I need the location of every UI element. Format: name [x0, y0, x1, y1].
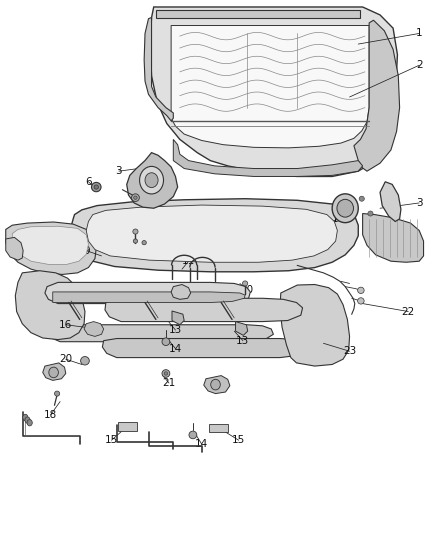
- Polygon shape: [156, 10, 360, 18]
- Text: 23: 23: [343, 346, 356, 356]
- Ellipse shape: [162, 370, 170, 377]
- Polygon shape: [173, 140, 363, 176]
- Text: 3: 3: [416, 198, 423, 208]
- Text: 11: 11: [182, 256, 195, 266]
- Ellipse shape: [133, 239, 138, 243]
- Text: 6: 6: [85, 177, 92, 187]
- Text: 15: 15: [105, 435, 118, 445]
- Text: 12: 12: [31, 246, 44, 256]
- Polygon shape: [43, 363, 66, 381]
- Ellipse shape: [92, 182, 101, 192]
- Ellipse shape: [27, 419, 32, 426]
- Polygon shape: [280, 285, 350, 366]
- Polygon shape: [144, 18, 173, 121]
- Ellipse shape: [94, 185, 99, 189]
- Text: 9: 9: [83, 246, 89, 256]
- Polygon shape: [53, 292, 245, 303]
- Polygon shape: [48, 325, 273, 342]
- Polygon shape: [84, 321, 104, 336]
- Ellipse shape: [131, 194, 139, 201]
- Text: 18: 18: [44, 410, 57, 420]
- Polygon shape: [204, 376, 230, 393]
- Ellipse shape: [142, 240, 146, 245]
- Ellipse shape: [133, 229, 138, 234]
- Polygon shape: [12, 226, 88, 264]
- Polygon shape: [150, 7, 397, 176]
- Text: 16: 16: [59, 320, 72, 330]
- Ellipse shape: [134, 196, 137, 199]
- Polygon shape: [102, 338, 306, 358]
- Text: 15: 15: [232, 435, 245, 445]
- Text: 10: 10: [121, 219, 134, 229]
- Polygon shape: [354, 20, 399, 171]
- Polygon shape: [171, 26, 369, 148]
- Ellipse shape: [211, 379, 220, 390]
- Ellipse shape: [357, 298, 364, 304]
- Ellipse shape: [81, 357, 89, 365]
- Polygon shape: [172, 311, 184, 325]
- Ellipse shape: [243, 281, 248, 286]
- Text: 4: 4: [127, 185, 133, 195]
- Ellipse shape: [368, 211, 373, 216]
- Polygon shape: [380, 182, 401, 222]
- Text: 1: 1: [416, 28, 423, 38]
- Text: 10: 10: [241, 285, 254, 295]
- Text: 22: 22: [402, 306, 415, 317]
- Ellipse shape: [145, 173, 158, 188]
- Ellipse shape: [54, 391, 60, 396]
- Ellipse shape: [357, 287, 364, 294]
- Text: 2: 2: [416, 60, 423, 70]
- Text: 13: 13: [169, 325, 182, 335]
- Ellipse shape: [162, 338, 170, 345]
- Text: 20: 20: [59, 354, 72, 364]
- Ellipse shape: [25, 417, 30, 423]
- Ellipse shape: [332, 194, 358, 223]
- Ellipse shape: [140, 166, 163, 194]
- Polygon shape: [71, 199, 358, 272]
- Ellipse shape: [189, 431, 197, 439]
- Text: 14: 14: [169, 344, 182, 353]
- Polygon shape: [15, 271, 85, 340]
- Polygon shape: [45, 282, 251, 304]
- Polygon shape: [236, 321, 248, 335]
- Polygon shape: [363, 214, 424, 262]
- Text: 7: 7: [133, 230, 140, 240]
- Text: 13: 13: [237, 336, 250, 345]
- Polygon shape: [171, 285, 191, 300]
- Polygon shape: [208, 424, 228, 432]
- Ellipse shape: [49, 367, 58, 378]
- Polygon shape: [6, 222, 96, 274]
- Text: 19: 19: [332, 214, 345, 224]
- Text: 3: 3: [116, 166, 122, 176]
- Polygon shape: [6, 237, 23, 260]
- Polygon shape: [118, 422, 137, 431]
- Ellipse shape: [164, 372, 168, 375]
- Ellipse shape: [337, 199, 353, 217]
- Text: 21: 21: [162, 378, 176, 388]
- Ellipse shape: [359, 196, 364, 201]
- Polygon shape: [127, 152, 178, 208]
- Polygon shape: [105, 298, 303, 321]
- Text: 14: 14: [195, 439, 208, 449]
- Polygon shape: [86, 205, 337, 262]
- Text: 8: 8: [185, 293, 192, 303]
- Ellipse shape: [23, 414, 28, 421]
